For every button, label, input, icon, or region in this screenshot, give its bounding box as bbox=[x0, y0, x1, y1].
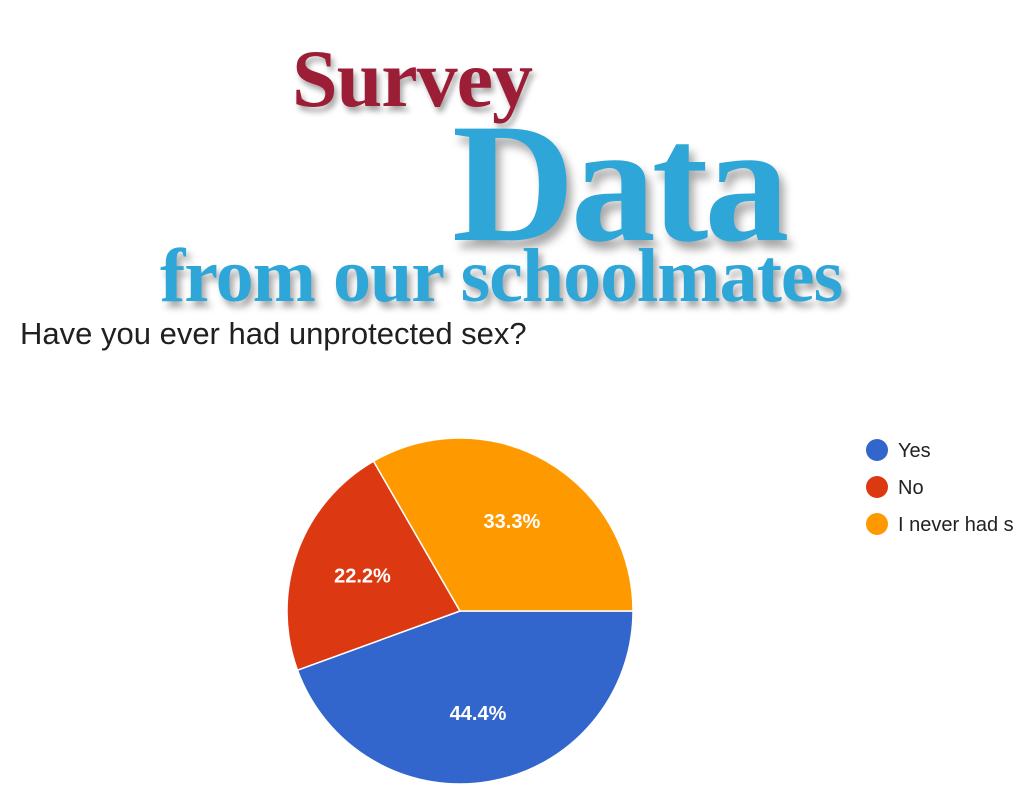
pie-slice-no bbox=[286, 460, 462, 672]
legend-swatch bbox=[866, 476, 888, 498]
chart-question-title: Have you ever had unprotected sex? bbox=[20, 316, 527, 351]
legend-label: I never had s bbox=[898, 514, 1014, 536]
pie-slice-yes bbox=[296, 610, 634, 785]
headline-data: Data bbox=[452, 89, 789, 277]
legend-swatch bbox=[866, 439, 888, 461]
chart-legend: Yes No I never had s bbox=[866, 439, 1014, 536]
legend-swatch bbox=[866, 513, 888, 535]
legend-label: Yes bbox=[898, 440, 931, 462]
headline-survey: Survey bbox=[292, 33, 533, 124]
pie-slice-i-never-had-s bbox=[372, 437, 634, 612]
pie-slices bbox=[286, 437, 634, 785]
legend-label: No bbox=[898, 477, 924, 499]
pie-slice-value-label: 44.4% bbox=[450, 703, 507, 725]
headline-from-schoolmates: from our schoolmates bbox=[160, 234, 843, 318]
pie-slice-value-label: 22.2% bbox=[334, 565, 391, 587]
pie-slice-labels: 44.4% 22.2% 33.3% bbox=[334, 511, 540, 725]
pie-slice-value-label: 33.3% bbox=[484, 511, 541, 533]
